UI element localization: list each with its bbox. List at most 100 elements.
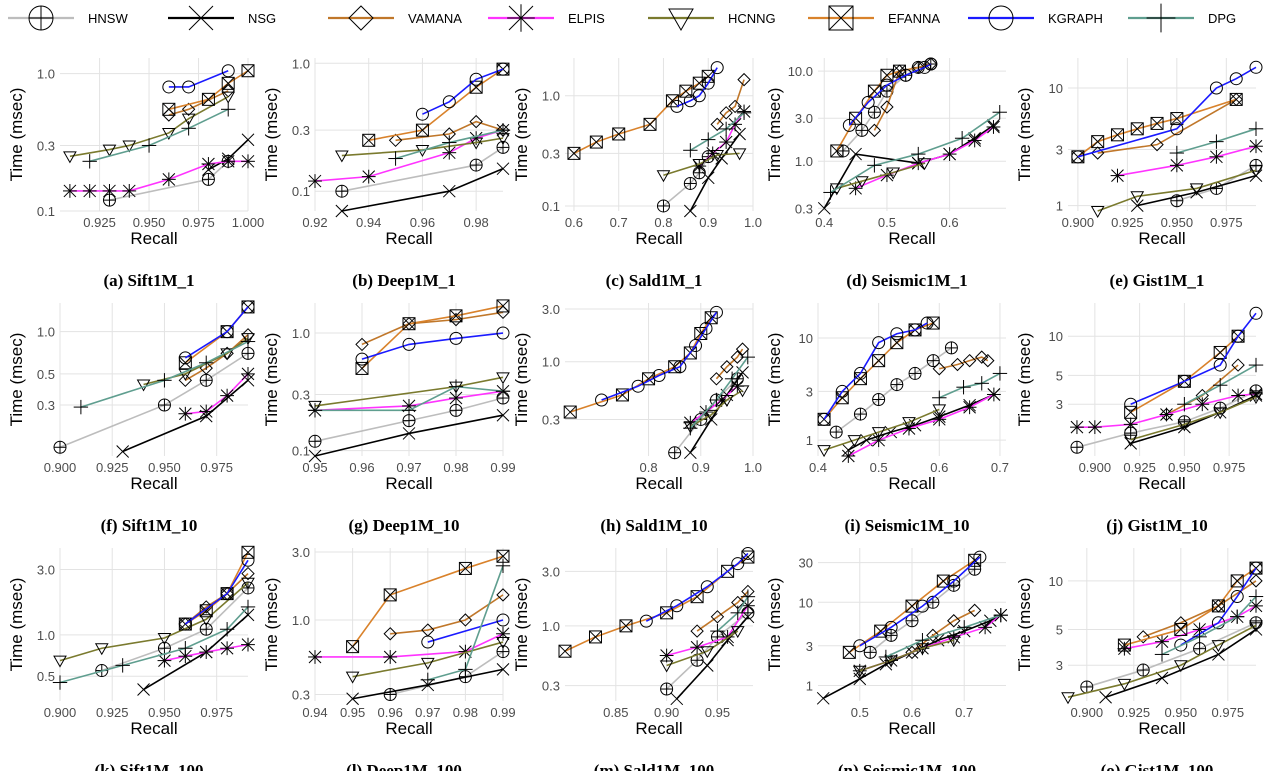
- data-point: [643, 117, 657, 131]
- y-tick-label: 1: [1056, 199, 1063, 214]
- x-axis-label: Recall: [635, 719, 682, 738]
- x-tick-label: 0.5: [878, 215, 896, 230]
- data-point: [740, 349, 755, 365]
- data-point: [178, 641, 193, 656]
- data-point: [920, 316, 934, 330]
- x-axis-label: Recall: [888, 474, 935, 493]
- data-point: [968, 562, 982, 576]
- series-line: [689, 389, 743, 428]
- series-hcnng: [136, 333, 255, 392]
- legend-label: HNSW: [88, 11, 128, 26]
- data-point: [308, 174, 322, 188]
- data-point: [219, 622, 235, 637]
- data-point: [736, 105, 752, 121]
- data-point: [817, 445, 831, 458]
- data-point: [241, 566, 255, 581]
- data-point: [926, 354, 940, 368]
- data-point: [62, 184, 77, 198]
- data-point: [1213, 345, 1227, 359]
- data-point: [1229, 72, 1243, 86]
- panel-13: 0.85 0.90 0.95 0.3 1.0 3.0 Recall Time (msec) (m…: [512, 546, 756, 771]
- data-point: [1090, 206, 1105, 219]
- x-tick-label: 0.90: [654, 705, 679, 720]
- data-point: [181, 102, 196, 117]
- data-point: [1211, 640, 1226, 653]
- series-dpg: [52, 599, 256, 690]
- x-tick-label: 0.97: [415, 705, 440, 720]
- data-point: [220, 641, 235, 656]
- series-line: [422, 68, 504, 115]
- y-tick-label: 1.0: [37, 628, 55, 643]
- y-axis-label: Time (msec): [765, 333, 784, 427]
- series-line: [315, 385, 504, 412]
- y-tick-label: 1.0: [542, 355, 560, 370]
- panel-caption: (o) Gist1M_100: [1101, 761, 1214, 771]
- series-line: [1105, 628, 1257, 698]
- data-point: [1170, 122, 1184, 136]
- data-point: [178, 617, 192, 631]
- y-tick-label: 1.0: [292, 56, 310, 71]
- data-point: [449, 312, 463, 327]
- series-line: [1130, 396, 1257, 441]
- data-point: [1170, 112, 1184, 126]
- series-line: [184, 306, 249, 359]
- data-point: [853, 366, 867, 380]
- x-axis-label: Recall: [888, 229, 935, 248]
- data-point: [847, 435, 862, 448]
- series-line: [315, 633, 504, 658]
- series-kgraph: [178, 300, 255, 365]
- data-point: [992, 366, 1008, 381]
- data-point: [589, 135, 603, 149]
- series-line: [184, 334, 249, 382]
- y-tick-label: 3.0: [795, 111, 813, 126]
- series-line: [168, 69, 229, 88]
- y-tick-label: 1.0: [795, 154, 813, 169]
- data-point: [1249, 306, 1263, 320]
- data-point: [1150, 116, 1164, 130]
- series-kgraph: [1071, 60, 1263, 164]
- y-tick-label: 1: [806, 433, 813, 448]
- series-vamana: [932, 350, 995, 376]
- data-point: [817, 201, 831, 215]
- data-point: [355, 361, 369, 375]
- data-point: [639, 614, 653, 628]
- data-point: [1070, 440, 1084, 454]
- data-point: [720, 360, 734, 374]
- data-point: [335, 204, 349, 218]
- series-vamana: [709, 342, 750, 386]
- data-point: [1192, 629, 1207, 645]
- data-point: [1155, 671, 1169, 685]
- data-point: [1213, 407, 1228, 420]
- series-hnsw: [863, 562, 982, 659]
- series-line: [314, 390, 504, 412]
- data-point: [1249, 574, 1263, 588]
- data-point: [388, 133, 403, 148]
- data-point: [157, 373, 172, 388]
- y-tick-label: 0.1: [542, 199, 560, 214]
- data-point: [157, 653, 172, 668]
- legend-item-kgraph: KGRAPH: [968, 5, 1103, 31]
- x-tick-label: 0.900: [44, 705, 77, 720]
- data-point: [1159, 407, 1174, 422]
- x-axis-label: Recall: [130, 474, 177, 493]
- panel-caption: (l) Deep1M_100: [346, 761, 462, 771]
- data-point: [1249, 561, 1263, 575]
- data-point: [220, 325, 234, 339]
- series-hnsw: [829, 341, 958, 439]
- data-point: [652, 368, 666, 382]
- data-point: [421, 635, 435, 649]
- y-tick-label: 0.3: [542, 146, 560, 161]
- legend-label: HCNNG: [728, 11, 776, 26]
- x-tick-label: 0.6: [941, 215, 959, 230]
- x-tick-label: 0.5: [851, 705, 869, 720]
- data-point: [448, 379, 464, 394]
- data-point: [718, 121, 734, 137]
- data-point: [567, 146, 581, 160]
- data-point: [656, 170, 671, 183]
- data-point: [884, 655, 898, 668]
- grid: [1068, 548, 1256, 701]
- data-point: [496, 299, 510, 313]
- data-point: [402, 317, 416, 331]
- series-dpg: [710, 589, 756, 639]
- data-point: [842, 645, 856, 659]
